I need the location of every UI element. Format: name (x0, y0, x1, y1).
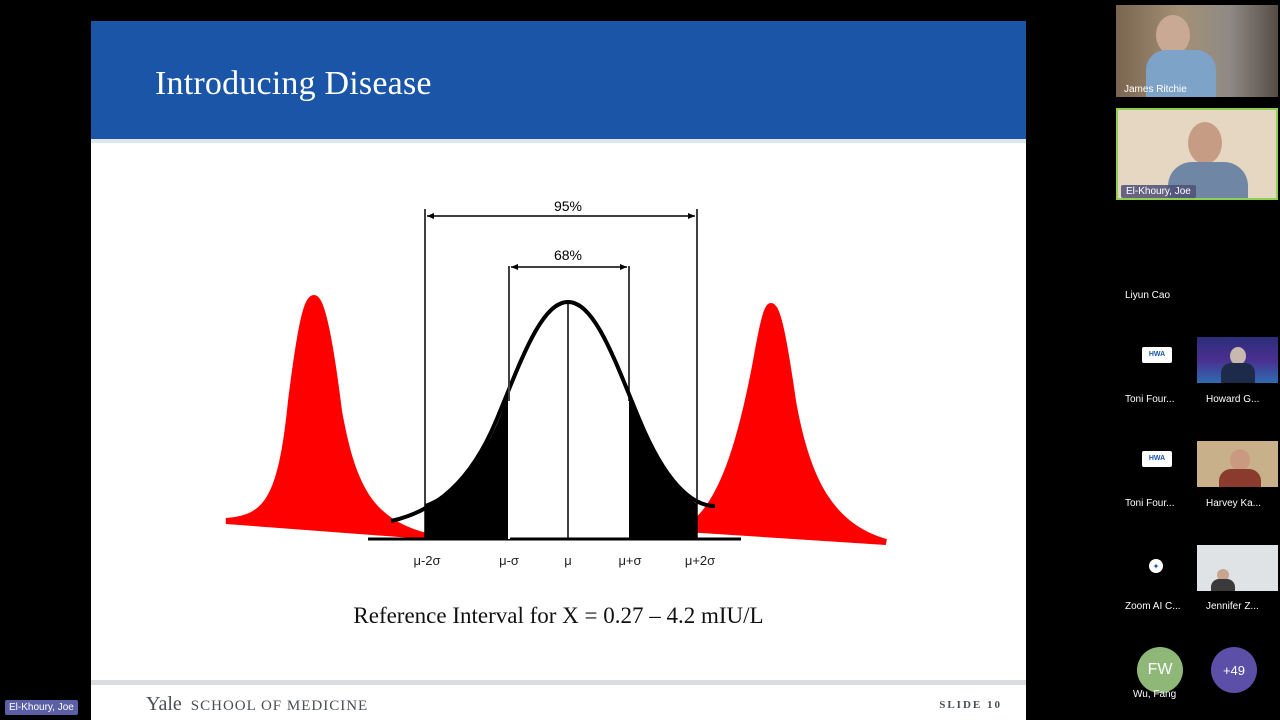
participant-name: Harvey Ka... (1206, 498, 1262, 509)
participant-tile-zoom-ai[interactable]: ✦ (1116, 545, 1194, 591)
person-body (1146, 50, 1216, 97)
slide-number: SLIDE 10 (939, 699, 1002, 711)
participant-name: El-Khoury, Joe (1121, 185, 1196, 198)
tick-label: μ+σ (618, 553, 641, 568)
participant-tile-jennifer-z[interactable] (1197, 545, 1278, 591)
left-disease-curve (225, 294, 427, 539)
tick-label: μ (564, 553, 572, 568)
shaded-tail-left (425, 391, 509, 538)
hwa-logo-icon: HWA (1142, 451, 1172, 467)
yale-logo-main: Yale (146, 693, 182, 715)
participant-tile-toni-four-1[interactable]: HWA (1116, 337, 1194, 383)
yale-logo-sub: SCHOOL OF MEDICINE (190, 698, 369, 714)
hwa-logo-icon: HWA (1142, 347, 1172, 363)
active-speaker-label: El-Khoury, Joe (5, 700, 78, 715)
person-head (1156, 15, 1190, 55)
person-body (1219, 469, 1261, 487)
header-divider (91, 139, 1026, 143)
more-participants-button[interactable]: +49 (1211, 647, 1257, 693)
slide-caption: Reference Interval for X = 0.27 – 4.2 mI… (353, 603, 764, 628)
participant-tile-toni-four-2[interactable]: HWA (1116, 441, 1194, 487)
shared-slide: Introducing Disease 95% 68% μ-2σ μ-σ μ μ… (91, 21, 1026, 720)
footer-divider (91, 680, 1026, 685)
participant-name: Toni Four... (1125, 394, 1175, 405)
participant-name: James Ritchie (1124, 84, 1187, 95)
participant-name: Jennifer Z... (1206, 601, 1259, 612)
person-head (1217, 569, 1229, 581)
yale-logo: Yale SCHOOL OF MEDICINE (146, 693, 368, 716)
participant-name: Toni Four... (1125, 498, 1175, 509)
person-head (1188, 122, 1222, 164)
outer-interval-label: 95% (554, 198, 582, 214)
avatar[interactable]: FW (1137, 647, 1183, 693)
participant-tile-james-ritchie[interactable]: James Ritchie (1116, 5, 1278, 97)
inner-interval-label: 68% (554, 247, 582, 263)
shaded-tail-right (629, 391, 697, 538)
tick-label: μ+2σ (685, 553, 715, 568)
zoom-ai-icon: ✦ (1149, 559, 1163, 573)
slide-header-bar (91, 21, 1026, 139)
participant-tile-el-khoury[interactable]: El-Khoury, Joe (1116, 108, 1278, 200)
tick-label: μ-2σ (413, 553, 440, 568)
person-head (1230, 449, 1250, 471)
participant-tile-harvey-ka[interactable] (1197, 441, 1278, 487)
right-disease-curve (673, 302, 887, 545)
participant-tile-howard-g[interactable] (1197, 337, 1278, 383)
slide-title: Introducing Disease (155, 65, 432, 102)
participant-name: Howard G... (1206, 394, 1260, 405)
distribution-diagram: 95% 68% μ-2σ μ-σ μ μ+σ μ+2σ (225, 198, 887, 568)
person-head (1230, 347, 1246, 365)
person-body (1211, 579, 1235, 591)
person-body (1221, 363, 1255, 383)
tick-label: μ-σ (499, 553, 519, 568)
participant-name: Wu, Fang (1133, 689, 1177, 700)
participant-name: Zoom AI C... (1125, 601, 1181, 612)
participant-name-liyun-cao[interactable]: Liyun Cao (1125, 290, 1171, 301)
